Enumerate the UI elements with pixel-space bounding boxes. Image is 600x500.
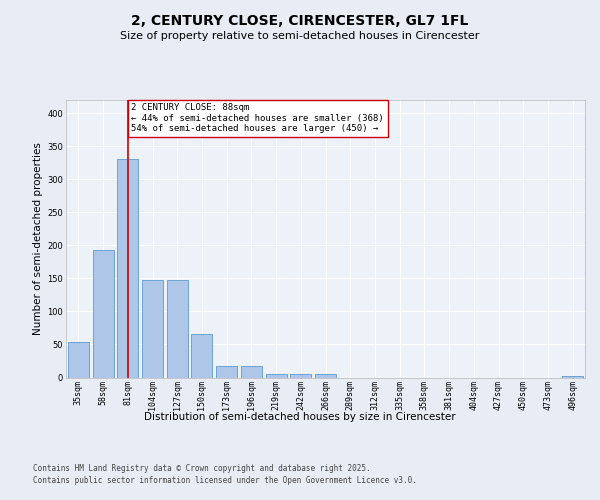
Text: Contains HM Land Registry data © Crown copyright and database right 2025.: Contains HM Land Registry data © Crown c…	[33, 464, 371, 473]
Bar	[290, 374, 311, 378]
Text: Size of property relative to semi-detached houses in Cirencester: Size of property relative to semi-detach…	[121, 31, 479, 41]
Bar	[117, 160, 138, 378]
Bar	[142, 280, 163, 378]
Bar	[191, 334, 212, 378]
Bar	[266, 374, 287, 378]
Bar	[167, 280, 188, 378]
Bar	[562, 376, 583, 378]
Text: Distribution of semi-detached houses by size in Cirencester: Distribution of semi-detached houses by …	[144, 412, 456, 422]
Bar	[315, 374, 336, 378]
Bar	[68, 342, 89, 378]
Bar	[92, 250, 113, 378]
Text: 2, CENTURY CLOSE, CIRENCESTER, GL7 1FL: 2, CENTURY CLOSE, CIRENCESTER, GL7 1FL	[131, 14, 469, 28]
Bar	[241, 366, 262, 378]
Text: Contains public sector information licensed under the Open Government Licence v3: Contains public sector information licen…	[33, 476, 417, 485]
Text: 2 CENTURY CLOSE: 88sqm
← 44% of semi-detached houses are smaller (368)
54% of se: 2 CENTURY CLOSE: 88sqm ← 44% of semi-det…	[131, 104, 384, 133]
Bar	[216, 366, 237, 378]
Y-axis label: Number of semi-detached properties: Number of semi-detached properties	[33, 142, 43, 335]
